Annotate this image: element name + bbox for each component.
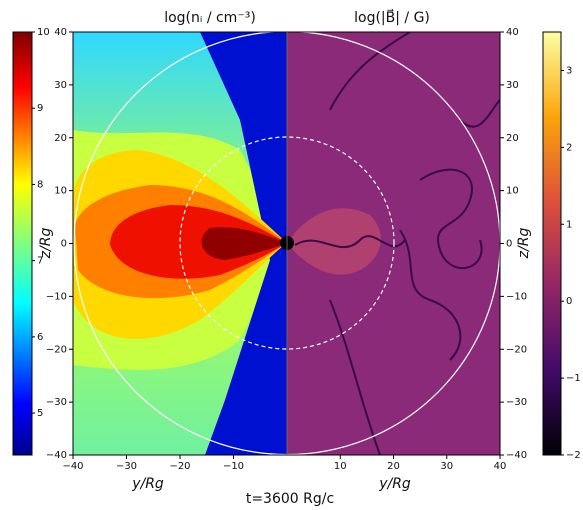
colorbar-tick-label: 5 [37,408,43,419]
x-tick-label: 40 [494,461,507,472]
colorbar-tick-label: 9 [37,103,43,114]
colorbar-tick-label: 6 [37,332,43,343]
y-tick-label: 30 [506,80,519,91]
y-tick-label: −20 [46,344,67,355]
x-tick-label: −20 [169,461,190,472]
y-label: z/Rg [516,228,532,260]
y-tick-label: 0 [506,239,512,250]
colorbar [12,31,33,456]
y-tick-label: 40 [506,27,519,38]
y-label: z/Rg [38,228,54,260]
x-tick-label: 10 [334,461,347,472]
y-tick-label: −20 [506,344,527,355]
y-tick-label: 0 [61,239,67,250]
panel-title: log(nᵢ / cm⁻³) [164,10,256,26]
y-tick-label: 10 [506,186,519,197]
x-tick-label: 20 [387,461,400,472]
colorbar-tick-label: 7 [37,256,43,267]
y-tick-label: −10 [46,291,67,302]
x-tick-label: −10 [223,461,244,472]
y-tick-label: 40 [54,27,67,38]
x-tick-label: 30 [440,461,453,472]
x-label: y/Rg [378,476,411,492]
colorbar-tick-label: 3 [566,65,572,76]
y-tick-label: −40 [46,450,67,461]
y-tick-label: −40 [506,450,527,461]
y-tick-label: 10 [54,186,67,197]
colorbar-tick-label: 2 [566,142,572,153]
colorbar-tick-label: 1 [566,219,572,230]
density-map [73,32,287,455]
y-tick-label: −30 [46,397,67,408]
x-tick-label: −30 [116,461,137,472]
colorbar-tick-label: −2 [566,450,581,461]
y-tick-label: 20 [506,133,519,144]
colorbar-tick-label: 10 [37,27,50,38]
colorbar-tick-label: 0 [566,296,572,307]
y-tick-label: −30 [506,397,527,408]
colorbar-tick-label: 8 [37,179,43,190]
y-tick-label: −10 [506,291,527,302]
colorbar-tick-label: −1 [566,373,581,384]
colorbar [542,31,562,456]
y-tick-label: 20 [54,133,67,144]
x-label: y/Rg [131,476,164,492]
panel-title: log(|B⃗| / G) [354,8,430,26]
y-tick-label: 30 [54,80,67,91]
annotation: t=3600 Rg/c [246,491,334,506]
x-tick-label: −40 [62,461,83,472]
